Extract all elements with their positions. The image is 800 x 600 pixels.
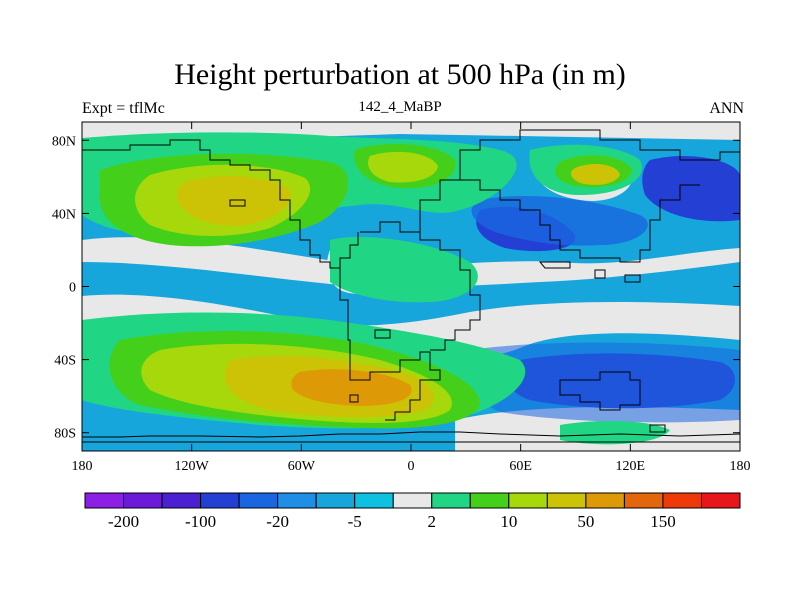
colorbar-swatch xyxy=(84,492,125,509)
colorbar-swatch xyxy=(431,492,471,509)
colorbar-label: -200 xyxy=(108,512,139,531)
colorbar-swatch xyxy=(315,492,356,509)
x-tick-label: 120E xyxy=(616,459,646,474)
colorbar-label: 50 xyxy=(577,512,594,531)
y-tick-label: 80S xyxy=(54,427,76,442)
colorbar-label: 10 xyxy=(500,512,517,531)
colorbar-label: -100 xyxy=(185,512,216,531)
experiment-label: Expt = tflMc xyxy=(82,100,165,117)
colorbar-swatch xyxy=(469,492,510,509)
colorbar-label: 150 xyxy=(650,512,676,531)
season-label: ANN xyxy=(709,100,744,117)
x-tick-label: 180 xyxy=(730,459,751,474)
y-tick-label: 40N xyxy=(52,207,76,222)
positive-regions-100 xyxy=(291,369,412,406)
colorbar-swatch xyxy=(392,492,433,509)
colorbar-swatch xyxy=(238,492,279,509)
colorbar-label: -5 xyxy=(348,512,362,531)
contour-field xyxy=(82,122,740,451)
x-tick-label: 0 xyxy=(408,459,415,474)
colorbar-swatch xyxy=(200,492,240,509)
coastlines xyxy=(82,129,740,443)
colorbar-label: -20 xyxy=(266,512,289,531)
colorbar-swatch xyxy=(354,492,394,509)
y-tick-label: 40S xyxy=(54,354,76,369)
colorbar-label: 2 xyxy=(428,512,437,531)
colorbar-swatch xyxy=(662,492,702,509)
colorbar-swatch xyxy=(508,492,548,509)
colorbar-swatch xyxy=(161,492,202,509)
x-tick-label: 60E xyxy=(509,459,532,474)
map-title: Height perturbation at 500 hPa (in m) xyxy=(174,58,626,91)
y-tick-label: 80N xyxy=(52,134,76,149)
x-tick-label: 60W xyxy=(288,459,316,474)
y-tick-label: 0 xyxy=(69,281,76,296)
x-tick-label: 180 xyxy=(72,459,93,474)
colorbar-swatch xyxy=(585,492,625,509)
colorbar-swatch xyxy=(123,492,163,509)
colorbar-swatch xyxy=(546,492,587,509)
moderate-negative-regions xyxy=(464,195,740,423)
colorbar-swatch xyxy=(623,492,664,509)
colorbar-swatch xyxy=(700,492,741,509)
axis-ticks: 180 120W 60W 0 60E 120E 180 80N 40N 0 40S 80S xyxy=(52,122,751,474)
colorbar-swatch xyxy=(277,492,317,509)
run-label: 142_4_MaBP xyxy=(358,99,442,115)
x-tick-label: 120W xyxy=(175,459,210,474)
colorbar: -200 -100 -20 -5 2 10 50 150 xyxy=(84,492,741,531)
